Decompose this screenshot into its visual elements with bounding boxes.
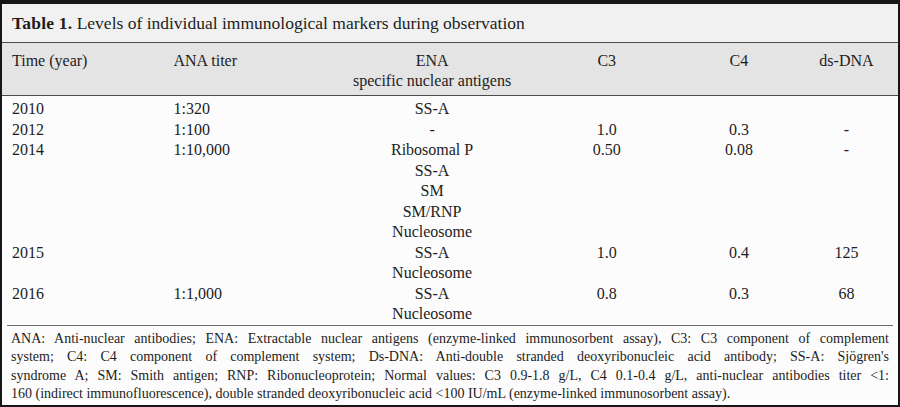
cell-dsdna: - [795,140,898,243]
table-row-2016: 2016 1:1,000 SS-A Nucleosome 0.8 0.3 68 [2,284,898,325]
cell-ana-titer: 1:320 [161,96,333,120]
cell-ena: Ribosomal P SS-A SM SM/RNP Nucleosome [334,140,531,243]
cell-ana-titer: 1:1,000 [161,284,333,325]
cell-ena: SS-A [334,96,531,120]
table-row-2014: 2014 1:10,000 Ribosomal P SS-A SM SM/RNP… [2,140,898,243]
cell-c4: 0.3 [683,284,795,325]
column-header-ena-line1: ENA [334,51,531,71]
cell-dsdna: 125 [795,243,898,284]
cell-c4 [683,96,795,120]
cell-ana-titer: 1:100 [161,120,333,141]
table-row-2010: 2010 1:320 SS-A [2,96,898,120]
ena-line: Ribosomal P [334,140,531,161]
cell-c3: 0.50 [531,140,683,243]
cell-dsdna: 68 [795,284,898,325]
markers-table: Time (year) ANA titer ENA specific nucle… [2,43,898,325]
table-title: Table 1. Levels of individual immunologi… [2,4,898,43]
cell-c3: 1.0 [531,120,683,141]
cell-ana-titer [161,243,333,284]
column-header-ana-titer: ANA titer [161,43,333,96]
cell-year: 2014 [2,140,161,243]
table-header: Time (year) ANA titer ENA specific nucle… [2,43,898,96]
column-header-c3: C3 [531,43,683,96]
cell-c4: 0.4 [683,243,795,284]
cell-ena: SS-A Nucleosome [334,243,531,284]
column-header-c4: C4 [683,43,795,96]
cell-dsdna [795,96,898,120]
column-header-ena-line2: specific nuclear antigens [334,71,531,91]
cell-ena: SS-A Nucleosome [334,284,531,325]
table-footnote: ANA: Anti-nuclear antibodies; ENA: Extra… [7,325,893,404]
column-header-ena: ENA specific nuclear antigens [334,43,531,96]
ena-line: SS-A [334,161,531,182]
ena-line: Nucleosome [334,263,531,284]
cell-year: 2012 [2,120,161,141]
header-row: Time (year) ANA titer ENA specific nucle… [2,43,898,96]
ena-line: SS-A [334,243,531,264]
footnote-line: ANA: Anti-nuclear antibodies; ENA: Extra… [11,330,889,349]
cell-c4: 0.08 [683,140,795,243]
ena-line: - [334,120,531,141]
ena-line: SS-A [334,99,531,120]
ena-line: Nucleosome [334,222,531,243]
cell-ena: - [334,120,531,141]
ena-line: Nucleosome [334,304,531,325]
cell-c3 [531,96,683,120]
cell-year: 2015 [2,243,161,284]
footnote-line: syndrome A; SM: Smith antigen; RNP: Ribo… [11,367,889,386]
cell-year: 2016 [2,284,161,325]
cell-dsdna: - [795,120,898,141]
ena-line: SM/RNP [334,202,531,223]
footnote-line: system; C4: C4 component of complement s… [11,348,889,367]
cell-c3: 0.8 [531,284,683,325]
cell-c3: 1.0 [531,243,683,284]
cell-ana-titer: 1:10,000 [161,140,333,243]
ena-line: SM [334,181,531,202]
column-header-time: Time (year) [2,43,161,96]
table-card: Table 1. Levels of individual immunologi… [0,0,900,407]
table-row-2012: 2012 1:100 - 1.0 0.3 - [2,120,898,141]
cell-c4: 0.3 [683,120,795,141]
column-header-dsdna: ds-DNA [795,43,898,96]
cell-year: 2010 [2,96,161,120]
table-title-text: Levels of individual immunological marke… [77,13,525,33]
footnote-line: 160 (indirect immunofluorescence), doubl… [11,385,889,404]
table-body: 2010 1:320 SS-A 2012 1:100 - 1.0 0.3 - [2,96,898,325]
table-number-label: Table 1. [12,13,72,33]
table-row-2015: 2015 SS-A Nucleosome 1.0 0.4 125 [2,243,898,284]
ena-line: SS-A [334,284,531,305]
